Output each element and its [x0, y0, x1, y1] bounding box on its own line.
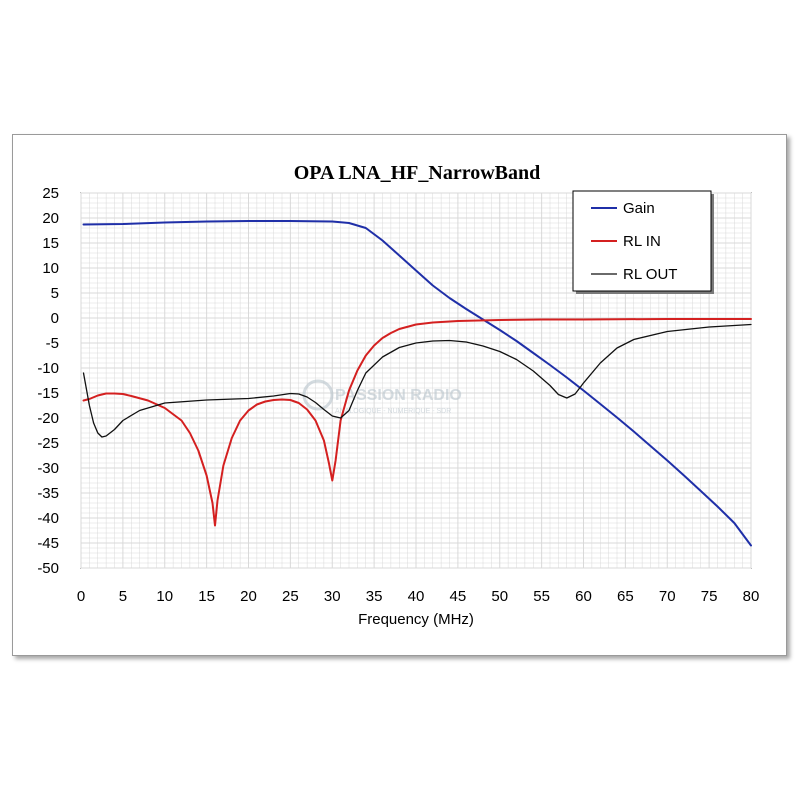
y-tick-label: -45 [37, 535, 59, 552]
series-line-rl-in [82, 318, 752, 527]
x-tick-label: 60 [575, 588, 592, 605]
y-tick-label: -30 [37, 460, 59, 477]
y-tick-label: 15 [42, 235, 59, 252]
y-tick-label: -40 [37, 510, 59, 527]
x-tick-label: 35 [366, 588, 383, 605]
x-tick-label: 10 [156, 588, 173, 605]
y-axis-ticks: 25 20 15 10 5 0 -5 -10 -15 -20 -25 -30 -35 -40 -45 -50 [37, 185, 59, 577]
x-tick-label: 75 [701, 588, 718, 605]
x-tick-label: 80 [743, 588, 760, 605]
watermark-line1: PASSION RADIO [335, 387, 462, 404]
x-tick-label: 5 [119, 588, 127, 605]
x-tick-label: 20 [240, 588, 257, 605]
y-tick-label: 0 [51, 310, 59, 327]
legend-label: RL OUT [623, 266, 677, 283]
series-line-rl-out [82, 323, 752, 438]
y-tick-label: -10 [37, 360, 59, 377]
y-tick-label: -15 [37, 385, 59, 402]
y-tick-label: -20 [37, 410, 59, 427]
x-tick-label: 30 [324, 588, 341, 605]
x-tick-label: 65 [617, 588, 634, 605]
x-tick-label: 15 [198, 588, 215, 605]
y-tick-label: 20 [42, 210, 59, 227]
x-tick-label: 70 [659, 588, 676, 605]
watermark: PASSION RADIO ANALOGIQUE - NUMERIQUE - S… [302, 379, 462, 415]
line-chart: PASSION RADIO ANALOGIQUE - NUMERIQUE - S… [37, 162, 760, 628]
y-tick-label: 25 [42, 185, 59, 202]
legend: Gain RL IN RL OUT [572, 190, 714, 294]
x-tick-label: 0 [77, 588, 85, 605]
watermark-line2: ANALOGIQUE - NUMERIQUE - SDR [335, 408, 451, 415]
x-tick-label: 50 [491, 588, 508, 605]
x-tick-label: 40 [408, 588, 425, 605]
legend-label: RL IN [623, 233, 661, 250]
x-axis-ticks: 0 5 10 15 20 25 30 35 40 45 50 55 60 65 70 75 80 [77, 588, 760, 605]
y-tick-label: -5 [46, 335, 59, 352]
x-axis-label: Frequency (MHz) [358, 611, 474, 628]
x-tick-label: 25 [282, 588, 299, 605]
y-tick-label: 5 [51, 285, 59, 302]
y-tick-label: 10 [42, 260, 59, 277]
watermark-logo-icon [302, 379, 334, 411]
chart-title: OPA LNA_HF_NarrowBand [294, 162, 541, 184]
y-tick-label: -35 [37, 485, 59, 502]
legend-label: Gain [623, 200, 655, 217]
y-tick-label: -50 [37, 560, 59, 577]
series-line-gain [82, 220, 752, 547]
series-layer [82, 220, 752, 547]
x-tick-label: 45 [450, 588, 467, 605]
y-tick-label: -25 [37, 435, 59, 452]
chart-frame: PASSION RADIO ANALOGIQUE - NUMERIQUE - S… [12, 134, 787, 656]
x-tick-label: 55 [533, 588, 550, 605]
